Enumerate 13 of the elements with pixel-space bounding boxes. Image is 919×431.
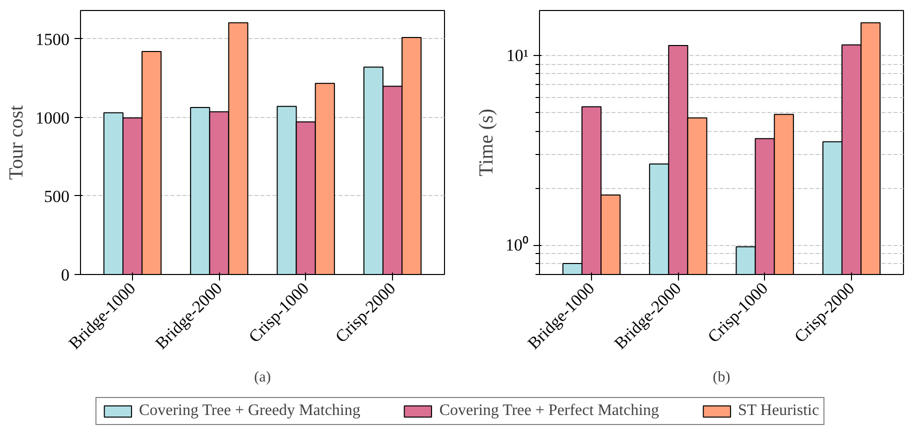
legend-label: ST Heuristic <box>738 402 820 420</box>
text: (b) <box>712 370 730 386</box>
y-tick-label: 1000 <box>36 108 70 128</box>
legend-label: Covering Tree + Greedy Matching <box>138 402 360 420</box>
y-tick-label: 10⁰ <box>506 236 528 255</box>
y-axis-title: Tour cost <box>6 104 28 180</box>
y-axis-title: Time (s) <box>476 108 498 176</box>
y-tick-label: 0 <box>61 266 70 284</box>
y-tick-label: 1500 <box>36 30 70 49</box>
legend-label: Covering Tree + Perfect Matching <box>439 402 660 420</box>
y-tick-label: 500 <box>44 186 70 206</box>
text: (a) <box>254 370 271 386</box>
y-tick-label: 10¹ <box>506 46 529 66</box>
